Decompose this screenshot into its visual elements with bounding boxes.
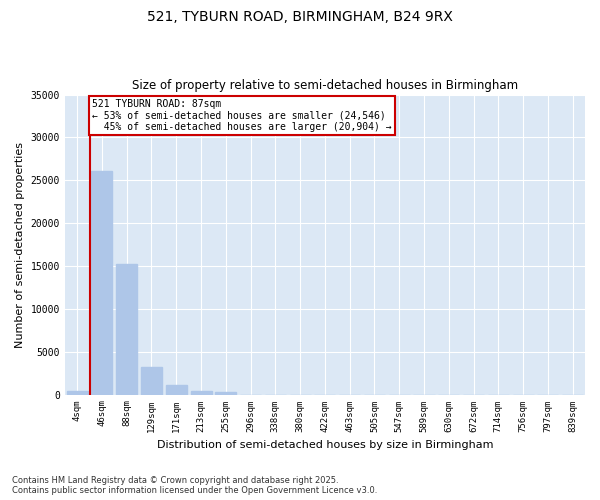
Title: Size of property relative to semi-detached houses in Birmingham: Size of property relative to semi-detach… [132,79,518,92]
Bar [215,392,236,394]
Text: Contains HM Land Registry data © Crown copyright and database right 2025.
Contai: Contains HM Land Registry data © Crown c… [12,476,377,495]
Text: 521, TYBURN ROAD, BIRMINGHAM, B24 9RX: 521, TYBURN ROAD, BIRMINGHAM, B24 9RX [147,10,453,24]
Bar [67,391,88,394]
Bar [116,264,137,394]
Bar [141,367,162,394]
Y-axis label: Number of semi-detached properties: Number of semi-detached properties [15,142,25,348]
Bar [191,390,212,394]
Bar [91,171,112,394]
X-axis label: Distribution of semi-detached houses by size in Birmingham: Distribution of semi-detached houses by … [157,440,493,450]
Text: 521 TYBURN ROAD: 87sqm
← 53% of semi-detached houses are smaller (24,546)
  45% : 521 TYBURN ROAD: 87sqm ← 53% of semi-det… [92,99,392,132]
Bar [166,385,187,394]
